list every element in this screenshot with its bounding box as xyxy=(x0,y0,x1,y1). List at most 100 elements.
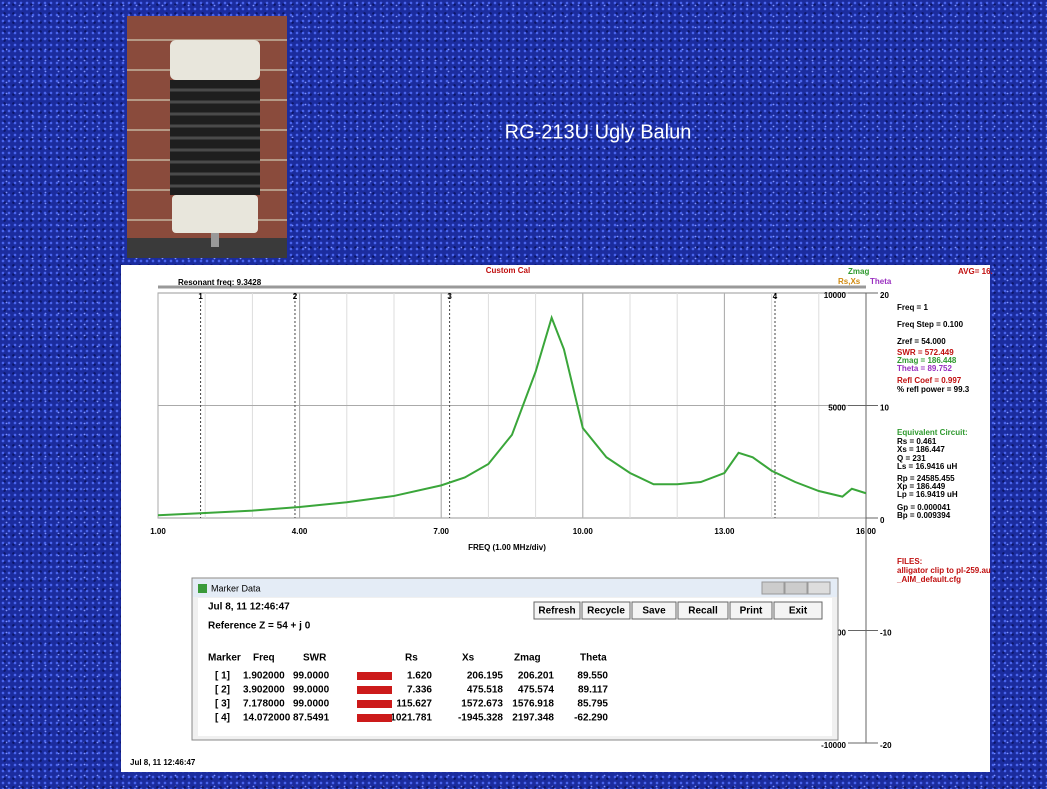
dialog-button[interactable]: Recycle xyxy=(582,602,630,619)
table-cell: 1572.673 xyxy=(461,699,503,710)
table-cell: 115.627 xyxy=(396,699,432,710)
legend-entry: Theta xyxy=(870,277,892,286)
table-cell: 1.620 xyxy=(407,671,432,682)
window-button[interactable] xyxy=(785,582,807,594)
readout-line: Xs = 186.447 xyxy=(897,445,945,454)
table-cell: 87.5491 xyxy=(293,713,330,724)
table-cell: 475.574 xyxy=(518,685,555,696)
dialog-button[interactable]: Print xyxy=(730,602,772,619)
readout-line: Freq = 1 xyxy=(897,303,928,312)
marker-color xyxy=(357,714,392,722)
readout-line: Equivalent Circuit: xyxy=(897,428,968,437)
table-cell: 1021.781 xyxy=(390,713,432,724)
legend-entry: Zmag xyxy=(848,267,869,276)
table-header: Marker xyxy=(208,653,241,664)
y-tick-label: -10000 xyxy=(821,741,846,750)
table-cell: 99.0000 xyxy=(293,699,330,710)
dialog-button[interactable]: Exit xyxy=(774,602,822,619)
table-cell: 7.336 xyxy=(407,685,432,696)
marker-label: 4 xyxy=(773,292,778,301)
readout-line: Bp = 0.009394 xyxy=(897,511,951,520)
x-tick-label: 4.00 xyxy=(292,527,308,536)
button-label: Print xyxy=(740,606,763,617)
readout-line: % refl power = 99.3 xyxy=(897,385,970,394)
slide-title: RG-213U Ugly Balun xyxy=(505,121,692,143)
dialog-icon xyxy=(198,584,207,593)
button-label: Recycle xyxy=(587,606,625,617)
marker-color xyxy=(357,686,392,694)
page: RG-213U Ugly Balun Custom Cal Resonant fr… xyxy=(0,0,1047,789)
files-line: alligator clip to pl-259.au xyxy=(897,566,991,575)
table-cell: 206.201 xyxy=(518,671,555,682)
table-cell: 3.902000 xyxy=(243,685,285,696)
table-cell: 7.178000 xyxy=(243,699,285,710)
table-header: Rs xyxy=(405,653,418,664)
x-tick-label: 13.00 xyxy=(714,527,735,536)
dialog-title: Marker Data xyxy=(211,583,261,593)
mode-label: Custom Cal xyxy=(486,266,530,275)
balun-photo xyxy=(127,16,287,258)
window-button[interactable] xyxy=(762,582,784,594)
button-label: Exit xyxy=(789,606,808,617)
marker-color xyxy=(357,700,392,708)
readout-line: Refl Coef = 0.997 xyxy=(897,376,962,385)
files-line: FILES: xyxy=(897,557,922,566)
table-cell: [ 1] xyxy=(215,671,230,682)
window-button[interactable] xyxy=(808,582,830,594)
table-cell: 99.0000 xyxy=(293,671,330,682)
marker-label: 3 xyxy=(447,292,452,301)
marker-color xyxy=(357,672,392,680)
readout-line: Zref = 54.000 xyxy=(897,337,946,346)
table-header: Theta xyxy=(580,653,607,664)
x-tick-label: 7.00 xyxy=(433,527,449,536)
button-label: Refresh xyxy=(538,606,575,617)
resonant-freq: Resonant freq: 9.3428 xyxy=(178,278,262,287)
table-cell: [ 3] xyxy=(215,699,230,710)
button-label: Recall xyxy=(688,606,718,617)
readout-line: Theta = 89.752 xyxy=(897,364,952,373)
readout-line: Freq Step = 0.100 xyxy=(897,320,964,329)
marker-label: 1 xyxy=(198,292,203,301)
legend-entry: Rs,Xs xyxy=(838,277,861,286)
table-cell: -1945.328 xyxy=(458,713,503,724)
y-tick-label: 10000 xyxy=(824,291,847,300)
button-label: Save xyxy=(642,606,666,617)
marker-dialog: Marker Data Jul 8, 11 12:46:47 Reference Z… xyxy=(192,578,838,740)
table-cell: 2197.348 xyxy=(512,713,554,724)
dialog-titlebar xyxy=(193,579,837,597)
y2-tick-label: 20 xyxy=(880,291,889,300)
table-header: Zmag xyxy=(514,653,541,664)
table-cell: 89.117 xyxy=(578,685,608,696)
table-cell: 85.795 xyxy=(577,699,608,710)
readout-line: Lp = 16.9419 uH xyxy=(897,490,958,499)
x-tick-label: 10.00 xyxy=(573,527,594,536)
x-tick-label: 1.00 xyxy=(150,527,166,536)
table-cell: 1576.918 xyxy=(512,699,554,710)
y2-tick-label: -20 xyxy=(880,741,892,750)
table-cell: 206.195 xyxy=(467,671,504,682)
dialog-button[interactable]: Save xyxy=(632,602,676,619)
reference-z: Reference Z = 54 + j 0 xyxy=(208,621,311,632)
y2-tick-label: -10 xyxy=(880,629,892,638)
y2-tick-label: 10 xyxy=(880,404,889,413)
dialog-button[interactable]: Recall xyxy=(678,602,728,619)
files-line: _AIM_default.cfg xyxy=(896,575,961,584)
marker-label: 2 xyxy=(293,292,298,301)
dialog-timestamp: Jul 8, 11 12:46:47 xyxy=(208,602,290,613)
y2-tick-label: 0 xyxy=(880,516,885,525)
table-cell: 475.518 xyxy=(467,685,504,696)
table-cell: 99.0000 xyxy=(293,685,330,696)
table-cell: [ 2] xyxy=(215,685,230,696)
table-cell: 1.902000 xyxy=(243,671,285,682)
dialog-button[interactable]: Refresh xyxy=(534,602,580,619)
table-header: Xs xyxy=(462,653,475,664)
avg-label: AVG= 16. xyxy=(958,267,993,276)
table-cell: 14.072000 xyxy=(243,713,291,724)
readout-line: Ls = 16.9416 uH xyxy=(897,462,957,471)
y-tick-label: 5000 xyxy=(828,404,846,413)
x-axis-label: FREQ (1.00 MHz/div) xyxy=(468,543,546,552)
table-header: Freq xyxy=(253,653,275,664)
timestamp: Jul 8, 11 12:46:47 xyxy=(130,758,196,767)
table-cell: 89.550 xyxy=(577,671,608,682)
slide: RG-213U Ugly Balun Custom Cal Resonant fr… xyxy=(0,0,1047,789)
